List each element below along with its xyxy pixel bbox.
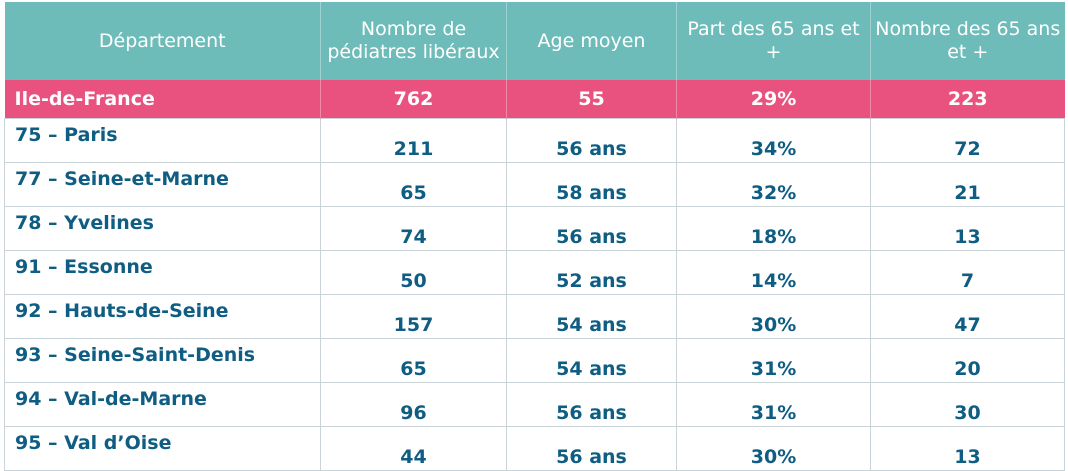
dept-age-moyen: 58 ans (506, 162, 677, 207)
dept-age-moyen: 56 ans (506, 206, 677, 251)
dept-name: 91 – Essonne (4, 250, 321, 295)
dept-pediatres: 74 (320, 206, 507, 251)
dept-pediatres: 96 (320, 382, 507, 427)
dept-name: 77 – Seine-et-Marne (4, 162, 321, 207)
region-pediatres: 762 (320, 80, 507, 119)
dept-pediatres: 50 (320, 250, 507, 295)
dept-pediatres: 44 (320, 426, 507, 471)
dept-part-65: 34% (676, 118, 871, 163)
dept-pediatres: 157 (320, 294, 507, 339)
dept-pediatres: 211 (320, 118, 507, 163)
region-nombre-65: 223 (870, 80, 1065, 119)
table-row: 91 – Essonne 50 52 ans 14% 7 (4, 250, 1065, 295)
region-age-moyen: 55 (506, 80, 677, 119)
dept-part-65: 30% (676, 426, 871, 471)
table-row: 75 – Paris 211 56 ans 34% 72 (4, 118, 1065, 163)
dept-name: 92 – Hauts-de-Seine (4, 294, 321, 339)
header-nombre-pediatres: Nombre de pédiatres libéraux (320, 2, 507, 80)
header-part-65: Part des 65 ans et + (676, 2, 871, 80)
dept-pediatres: 65 (320, 338, 507, 383)
header-departement: Département (4, 2, 321, 80)
dept-nombre-65: 72 (870, 118, 1065, 163)
dept-part-65: 30% (676, 294, 871, 339)
dept-pediatres: 65 (320, 162, 507, 207)
dept-nombre-65: 20 (870, 338, 1065, 383)
dept-name: 78 – Yvelines (4, 206, 321, 251)
region-part-65: 29% (676, 80, 871, 119)
dept-nombre-65: 13 (870, 426, 1065, 471)
dept-age-moyen: 56 ans (506, 426, 677, 471)
header-age-moyen: Age moyen (506, 2, 677, 80)
table-row: 94 – Val-de-Marne 96 56 ans 31% 30 (4, 382, 1065, 427)
dept-age-moyen: 56 ans (506, 118, 677, 163)
dept-part-65: 14% (676, 250, 871, 295)
dept-name: 95 – Val d’Oise (4, 426, 321, 471)
region-name: Ile-de-France (4, 80, 321, 119)
dept-name: 75 – Paris (4, 118, 321, 163)
dept-nombre-65: 30 (870, 382, 1065, 427)
pediatres-table: Département Nombre de pédiatres libéraux… (4, 2, 1065, 471)
table-row: 92 – Hauts-de-Seine 157 54 ans 30% 47 (4, 294, 1065, 339)
dept-nombre-65: 7 (870, 250, 1065, 295)
dept-name: 93 – Seine-Saint-Denis (4, 338, 321, 383)
header-nombre-65: Nombre des 65 ans et + (870, 2, 1065, 80)
table-row: 93 – Seine-Saint-Denis 65 54 ans 31% 20 (4, 338, 1065, 383)
dept-age-moyen: 54 ans (506, 294, 677, 339)
dept-name: 94 – Val-de-Marne (4, 382, 321, 427)
dept-nombre-65: 13 (870, 206, 1065, 251)
dept-part-65: 31% (676, 382, 871, 427)
dept-part-65: 31% (676, 338, 871, 383)
dept-nombre-65: 21 (870, 162, 1065, 207)
dept-nombre-65: 47 (870, 294, 1065, 339)
dept-part-65: 32% (676, 162, 871, 207)
table-row: 95 – Val d’Oise 44 56 ans 30% 13 (4, 426, 1065, 471)
table-row: 77 – Seine-et-Marne 65 58 ans 32% 21 (4, 162, 1065, 207)
dept-age-moyen: 54 ans (506, 338, 677, 383)
dept-part-65: 18% (676, 206, 871, 251)
region-row: Ile-de-France 762 55 29% 223 (4, 80, 1065, 119)
table-header-row: Département Nombre de pédiatres libéraux… (4, 2, 1065, 80)
dept-age-moyen: 56 ans (506, 382, 677, 427)
table-row: 78 – Yvelines 74 56 ans 18% 13 (4, 206, 1065, 251)
dept-age-moyen: 52 ans (506, 250, 677, 295)
